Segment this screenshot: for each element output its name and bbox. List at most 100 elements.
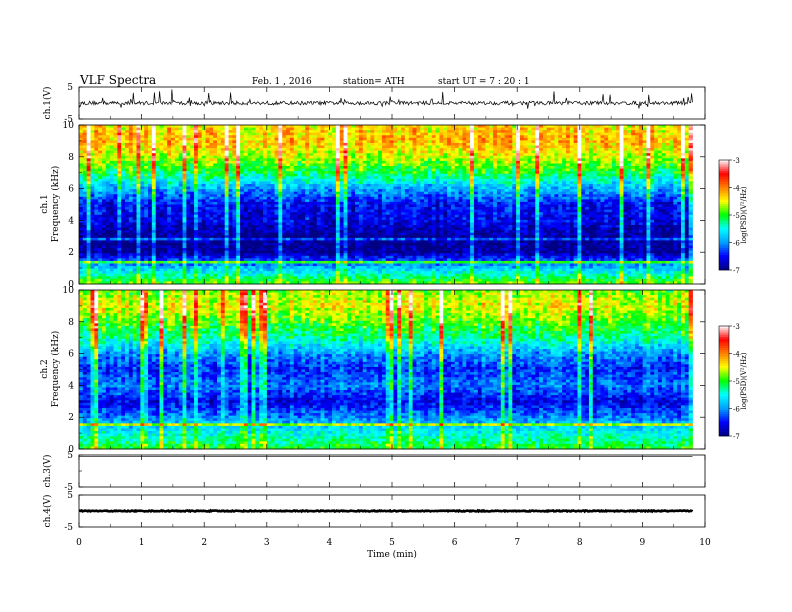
ch1-spectrogram-cell (155, 176, 160, 180)
ch1-spectrogram-cell (389, 199, 394, 203)
ch1-spectrogram-cell (381, 189, 387, 193)
ch1-spectrogram-cell (197, 178, 203, 182)
ch1-spectrogram-cell (121, 196, 126, 200)
ch1-spectrogram-cell (615, 166, 621, 169)
ch1-spectrogram-cell (462, 199, 467, 203)
ch1-spectrogram-cell (565, 155, 571, 159)
ch1-spectrogram-cell (255, 163, 260, 167)
ch1-spectrogram-cell (477, 155, 482, 159)
ch1-spectrogram-cell (105, 140, 111, 144)
ch1-spectrogram-cell (638, 125, 644, 128)
ch1-spectrogram-cell (585, 186, 590, 190)
ch1-spectrogram-cell (309, 135, 314, 139)
ch1-spectrogram-cell (136, 204, 141, 208)
ch1-spectrogram-cell (496, 178, 502, 182)
ch1-spectrogram-cell (278, 163, 283, 167)
ch1-spectrogram-cell (562, 178, 567, 182)
ch1-spectrogram-cell (174, 201, 180, 205)
ch1-spectrogram-cell (86, 137, 91, 141)
ch1-spectrogram-cell (458, 201, 463, 205)
ch1-spectrogram-cell (473, 130, 479, 134)
ch1-spectrogram-cell (358, 194, 364, 198)
ch1-spectrogram-cell (604, 196, 609, 200)
ch1-spectrogram-cell (362, 181, 367, 185)
ch1-spectrogram-cell (374, 163, 379, 167)
ch1-spectrogram-cell (401, 160, 406, 164)
ch1-spectrogram-cell (351, 171, 356, 175)
ch1-spectrogram-cell (148, 160, 153, 164)
ch1-spectrogram-cell (669, 176, 674, 180)
ch1-spectrogram-cell (374, 155, 379, 159)
ch1-spectrogram-cell (228, 166, 233, 169)
ch1-spectrogram-cell (554, 137, 559, 141)
ch1-spectrogram-cell (489, 153, 494, 157)
ch1-spectrogram-cell (366, 171, 371, 175)
ch1-spectrogram-cell (462, 160, 467, 164)
ch1-spectrogram-cell (358, 168, 364, 172)
ch1-spectrogram-cell (186, 140, 191, 144)
ch1-spectrogram-cell (611, 155, 617, 159)
ch1-spectrogram-cell (558, 135, 563, 139)
ch1-spectrogram-cell (194, 201, 199, 205)
ch1-spectrogram-cell (186, 171, 191, 175)
ch1-spectrogram-cell (680, 196, 686, 200)
ch1-spectrogram-cell (266, 127, 272, 131)
ch1-spectrogram-cell (224, 160, 229, 164)
ch1-spectrogram-cell (431, 178, 436, 182)
ch1-spectrogram-cell (374, 186, 379, 190)
ch1-spectrogram-cell (508, 194, 513, 198)
ch1-spectrogram-cell (569, 178, 575, 182)
ch1-spectrogram-cell (493, 163, 498, 167)
ch1-spectrogram-cell (324, 135, 329, 139)
ch1-spectrogram-cell (481, 186, 486, 190)
ch1-spectrogram-cell (148, 189, 153, 193)
ch1-spectrogram-cell (155, 199, 160, 203)
ch1-spectrogram-cell (255, 140, 260, 144)
ch1-spectrogram-cell (569, 130, 575, 134)
ch1-spectrogram-cell (270, 142, 275, 146)
ch1-spectrogram-cell (270, 191, 275, 195)
ch1-spectrogram-cell (611, 153, 617, 157)
ch1-spectrogram-cell (186, 199, 191, 203)
ch1-spectrogram-cell (224, 183, 229, 187)
ch1-spectrogram-cell (408, 199, 413, 203)
ch1-spectrogram-cell (167, 194, 172, 198)
ch1-spectrogram-cell (178, 142, 183, 146)
ch1-spectrogram-cell (604, 181, 609, 185)
ch1-spectrogram-cell (562, 135, 567, 139)
ch1-spectrogram-cell (654, 130, 659, 134)
ch1-spectrogram-cell (381, 132, 387, 136)
ch1-spectrogram-cell (381, 135, 387, 139)
ch1-spectrogram-cell (297, 153, 302, 157)
ch1-spectrogram-cell (335, 145, 341, 149)
ch1-spectrogram-cell (401, 137, 406, 141)
ch1-spectrogram-cell (171, 132, 176, 136)
ch1-spectrogram-cell (113, 158, 118, 162)
ch1-spectrogram-cell (351, 168, 356, 172)
ch1-spectrogram-cell (102, 173, 107, 177)
ch1-spectrogram-cell (473, 181, 479, 185)
ch1-spectrogram-cell (232, 181, 237, 185)
ch1-spectrogram-cell (163, 125, 168, 128)
ch1-spectrogram-cell (665, 168, 670, 172)
ch1-spectrogram-cell (550, 166, 555, 169)
ch1-spectrogram-cell (408, 189, 413, 193)
ch1-spectrogram-cell (408, 125, 413, 128)
ch1-spectrogram-cell (424, 150, 429, 154)
ch1-spectrogram-cell (477, 191, 482, 195)
ch1-spectrogram-cell (332, 163, 337, 167)
ch1-spectrogram-cell (562, 163, 567, 167)
ch1-spectrogram-cell (600, 150, 605, 154)
ch1-spectrogram-cell (458, 196, 463, 200)
ch1-spectrogram-cell (416, 196, 421, 200)
ch1-spectrogram-cell (351, 183, 356, 187)
ch1-spectrogram-cell (286, 145, 291, 149)
ch1-spectrogram-cell (82, 132, 88, 136)
ch1-spectrogram-cell (588, 145, 594, 149)
ch1-spectrogram-cell (171, 127, 176, 131)
ch1-spectrogram-cell (240, 142, 245, 146)
ch1-spectrogram-cell (650, 201, 655, 205)
ch1-spectrogram-cell (194, 181, 199, 185)
ch1-spectrogram-cell (186, 142, 191, 146)
ch1-spectrogram-cell (320, 183, 325, 187)
